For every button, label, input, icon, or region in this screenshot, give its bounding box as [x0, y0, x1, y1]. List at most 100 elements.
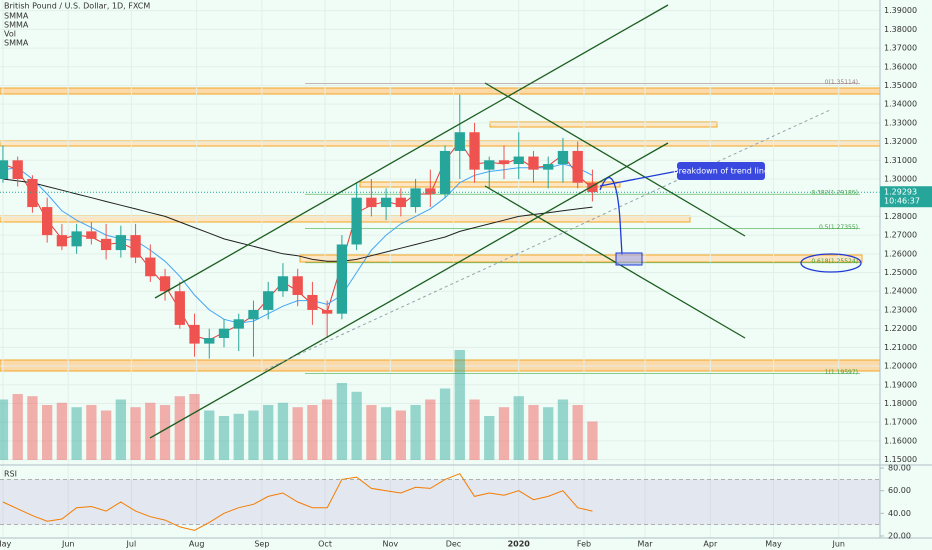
volume-bar [174, 396, 185, 460]
volume-bar [233, 413, 244, 460]
candle-body [380, 197, 392, 208]
x-tick-label: 2020 [508, 540, 531, 549]
volume-bar [322, 399, 333, 460]
x-tick-label: Aug [189, 540, 205, 549]
volume-bar [204, 410, 215, 460]
volume-bar [572, 405, 583, 460]
rsi-tick-label: 20.00 [888, 531, 911, 540]
y-tick-label: 1.23000 [884, 305, 917, 314]
ma-line [2, 178, 593, 262]
volume-bar [469, 399, 480, 460]
volume-bar [27, 396, 38, 460]
x-tick-label: Oct [318, 540, 332, 549]
x-tick-label: Nov [383, 540, 399, 549]
y-tick-label: 1.33000 [884, 118, 917, 127]
countdown-text: 10:46:37 [884, 197, 920, 206]
volume-bar [145, 402, 156, 460]
fib-label: 0.382(1.29185) [811, 190, 858, 197]
candle-body [174, 291, 185, 325]
y-tick-label: 1.17000 [884, 418, 917, 427]
candle-body [277, 276, 289, 292]
y-tick-label: 1.19000 [884, 380, 917, 389]
zone [489, 121, 718, 128]
zones [0, 87, 881, 372]
candle-body [557, 150, 569, 165]
volume-bar [277, 402, 289, 460]
fib-label: 0(1.35114) [825, 79, 858, 86]
y-tick-label: 1.22000 [884, 324, 917, 333]
zone [0, 359, 881, 372]
legend-entry: SMMA [4, 39, 29, 48]
volume-bar [292, 407, 303, 460]
volume-bar [498, 407, 510, 460]
callout-text: Breakdown of trend line [673, 167, 769, 176]
volume-bar [366, 405, 377, 460]
candle-body [425, 188, 436, 194]
zone [299, 254, 863, 263]
highlight-ellipse [800, 253, 862, 273]
volume-bar [351, 391, 362, 460]
channel-line [484, 185, 746, 339]
y-tick-label: 1.30000 [884, 175, 917, 184]
y-tick-label: 1.16000 [884, 436, 917, 445]
candle-body [469, 132, 480, 170]
projection-path [599, 176, 623, 256]
candle-body [322, 309, 333, 314]
x-tick-label: Jul [126, 540, 137, 549]
x-tick-label: May [0, 540, 11, 549]
volume-bar [0, 399, 9, 460]
rsi-line [2, 473, 593, 531]
x-tick-label: Mar [638, 540, 654, 549]
candle-body [513, 156, 524, 165]
volume-bar [307, 405, 318, 460]
rsi-band [0, 479, 880, 525]
volume-bar [557, 399, 569, 460]
plot [0, 82, 880, 460]
candle-body [218, 328, 230, 338]
y-tick-label: 1.32000 [884, 137, 917, 146]
candle-body [27, 179, 38, 208]
volume-bar [395, 410, 406, 460]
callout-pointer [599, 170, 679, 187]
volume-bar [71, 407, 82, 460]
trend-line [264, 109, 831, 371]
zone [359, 181, 621, 188]
rsi-tick-label: 60.00 [888, 486, 911, 495]
y-tick-label: 1.31000 [884, 156, 917, 165]
legend-entry: SMMA [4, 21, 29, 30]
candle-body [572, 150, 583, 183]
volume-bar [543, 407, 554, 460]
chart-title: British Pound / U.S. Dollar, 1D, FXCM [4, 2, 150, 11]
candle-body [484, 160, 495, 170]
volume-bar [587, 421, 598, 460]
volume-bar [439, 388, 451, 460]
candle-body [263, 291, 274, 310]
candle-body [100, 238, 112, 251]
rsi-title: RSI [4, 470, 17, 479]
candle-body [351, 197, 362, 245]
candle-body [130, 235, 141, 258]
volume-bar [115, 399, 126, 460]
x-tick-label: Dec [446, 540, 461, 549]
x-tick-label: Jun [61, 540, 75, 549]
candle-body [587, 182, 598, 193]
volume-bar [86, 405, 97, 460]
x-tick-label: May [765, 540, 782, 549]
legend-entry: Vol [4, 30, 16, 39]
y-tick-label: 1.34000 [884, 100, 917, 109]
volume-bar [528, 405, 539, 460]
volume-bar [56, 402, 68, 460]
fib-label: 0.618(1.25524) [811, 258, 858, 265]
y-tick-label: 1.38000 [884, 25, 917, 34]
y-tick-label: 1.15000 [884, 455, 917, 464]
volume-bar [100, 410, 112, 460]
y-tick-label: 1.27000 [884, 231, 917, 240]
candle-body [439, 150, 451, 194]
volume-bar [263, 405, 274, 460]
price-tag [880, 186, 932, 208]
candle-body [86, 231, 97, 239]
candle-body [115, 235, 126, 251]
rsi-tick-label: 40.00 [888, 509, 911, 518]
price-tag-text: 1.29293 [884, 188, 917, 197]
y-tick-label: 1.39000 [884, 6, 917, 15]
